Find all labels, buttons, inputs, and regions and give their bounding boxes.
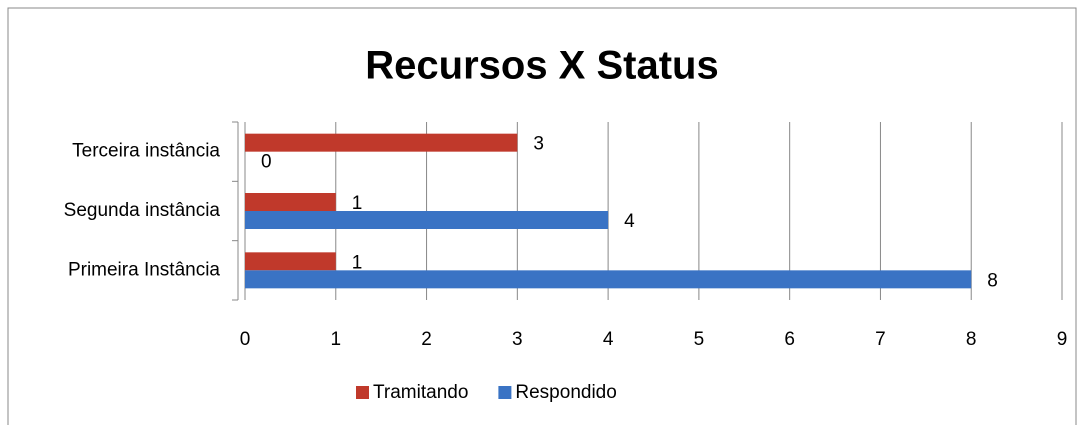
data-label: 8 (987, 270, 998, 291)
x-tick-label: 4 (603, 329, 614, 350)
x-tick-label: 2 (421, 329, 432, 350)
data-label: 1 (352, 193, 363, 214)
legend-swatch (356, 386, 369, 399)
bar (245, 270, 972, 289)
legend-swatch (498, 386, 512, 399)
bar (245, 133, 518, 152)
data-label: 3 (533, 134, 544, 155)
x-tick-label: 7 (875, 329, 886, 350)
chart-frame (7, 7, 1077, 425)
data-label: 0 (261, 152, 272, 173)
y-tick-label: Segunda instância (64, 200, 221, 221)
legend-label: Tramitando (373, 382, 468, 403)
data-label: 1 (352, 252, 363, 273)
chart-title: Recursos X Status (365, 44, 718, 88)
x-tick-label: 3 (512, 329, 523, 350)
x-tick-label: 6 (784, 329, 795, 350)
x-tick-label: 8 (966, 329, 977, 350)
legend-label: Respondido (515, 382, 616, 403)
bar (245, 193, 336, 211)
y-tick-label: Primeira Instância (68, 259, 220, 280)
x-tick-label: 5 (694, 329, 705, 350)
y-tick-label: Terceira instância (72, 141, 220, 162)
bar (245, 252, 336, 271)
bar (245, 211, 609, 229)
data-label: 4 (624, 211, 635, 232)
x-tick-label: 9 (1057, 329, 1068, 350)
x-tick-label: 1 (330, 329, 341, 350)
x-tick-label: 0 (240, 329, 251, 350)
